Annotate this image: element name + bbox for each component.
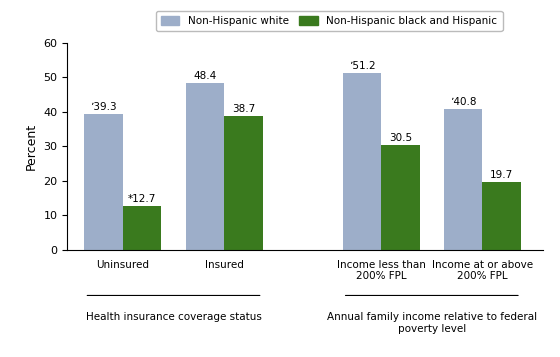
Text: 19.7: 19.7 bbox=[490, 170, 514, 180]
Bar bbox=[123, 206, 161, 250]
Text: ʼ40.8: ʼ40.8 bbox=[450, 97, 477, 107]
Text: ʼ51.2: ʼ51.2 bbox=[349, 61, 375, 71]
Text: *12.7: *12.7 bbox=[128, 194, 156, 204]
Bar bbox=[85, 114, 123, 250]
Text: 48.4: 48.4 bbox=[193, 71, 217, 81]
Text: 38.7: 38.7 bbox=[232, 104, 255, 114]
Bar bbox=[381, 145, 419, 250]
Text: Annual family income relative to federal
poverty level: Annual family income relative to federal… bbox=[326, 312, 537, 334]
Legend: Non-Hispanic white, Non-Hispanic black and Hispanic: Non-Hispanic white, Non-Hispanic black a… bbox=[156, 11, 502, 31]
Text: ʼ39.3: ʼ39.3 bbox=[90, 102, 117, 112]
Bar bbox=[482, 182, 521, 250]
Bar bbox=[444, 109, 482, 250]
Bar bbox=[343, 73, 381, 250]
Text: 30.5: 30.5 bbox=[389, 132, 412, 142]
Y-axis label: Percent: Percent bbox=[25, 123, 38, 170]
Text: Health insurance coverage status: Health insurance coverage status bbox=[86, 312, 262, 322]
Bar bbox=[186, 83, 224, 250]
Bar bbox=[224, 116, 263, 250]
